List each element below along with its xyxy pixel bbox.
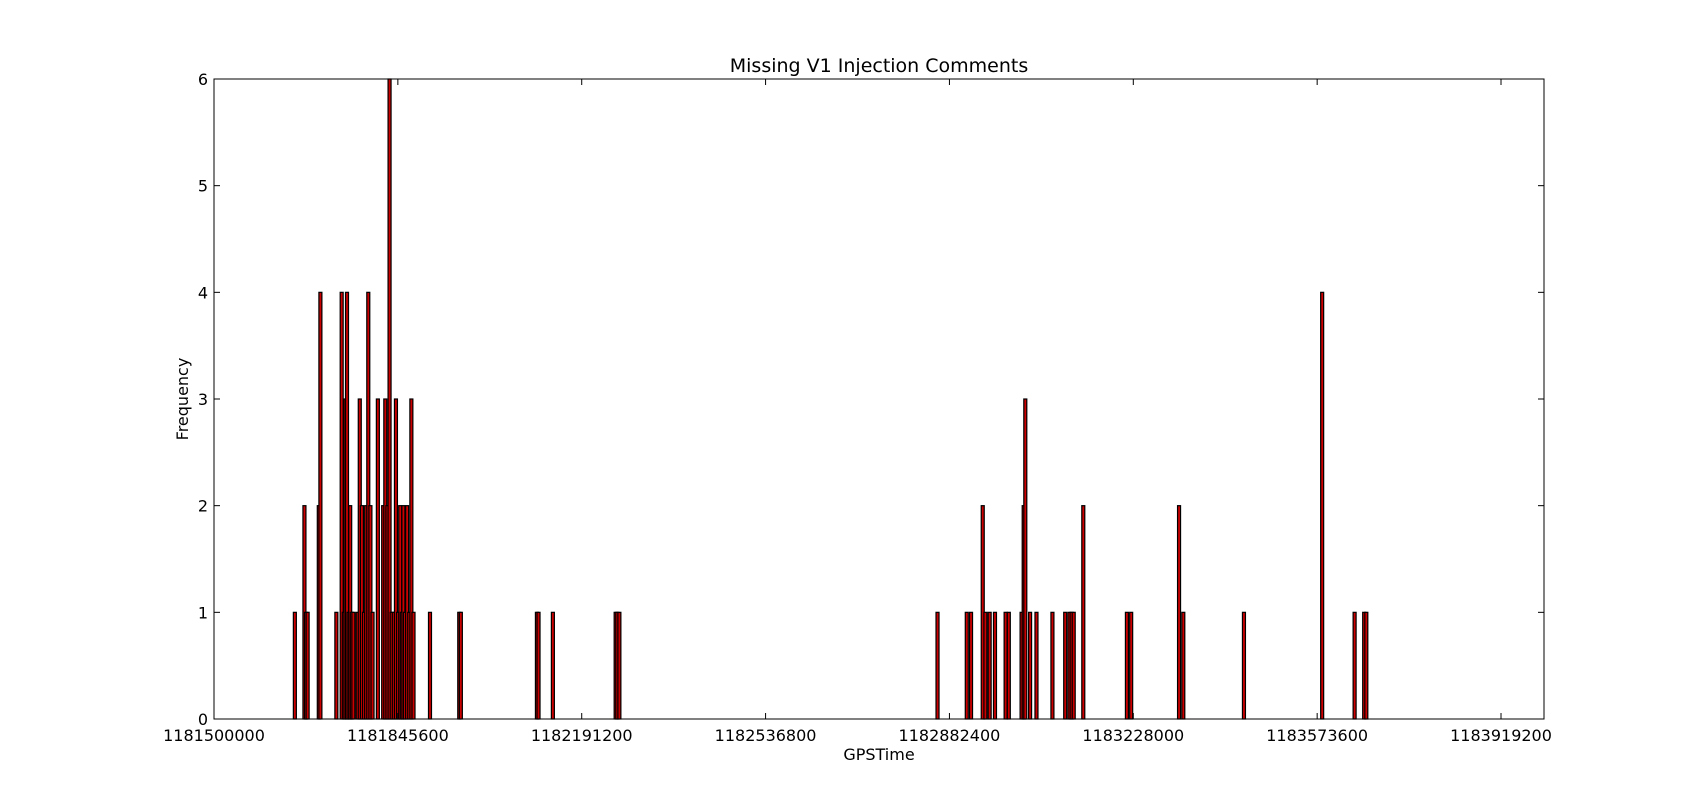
histogram-bar	[617, 611, 622, 720]
histogram-bar	[964, 611, 969, 720]
x-tick-label: 1183228000	[1082, 726, 1184, 745]
x-tick-label: 1182536800	[715, 726, 817, 745]
x-tick-label: 1182882400	[899, 726, 1001, 745]
histogram-bar	[1181, 611, 1186, 720]
histogram-bar	[550, 611, 555, 720]
x-tick-label: 1183573600	[1266, 726, 1368, 745]
histogram-bar	[292, 611, 297, 720]
histogram-bar	[1006, 611, 1011, 720]
x-axis-label: GPSTime	[843, 745, 914, 764]
histogram-bar	[411, 611, 416, 720]
histogram-bar	[935, 611, 940, 720]
plot-frame	[213, 78, 1545, 720]
histogram-bar	[1034, 611, 1039, 720]
y-tick-label: 4	[198, 283, 208, 302]
y-tick-label: 2	[198, 497, 208, 516]
histogram-bar	[1176, 505, 1182, 720]
histogram-bar	[983, 611, 988, 720]
histogram-bar	[427, 611, 433, 720]
histogram-bar	[351, 611, 356, 720]
x-tick-label: 1181500000	[163, 726, 265, 745]
histogram-bar	[992, 611, 998, 720]
y-tick-label: 0	[198, 710, 208, 729]
histogram-bar	[987, 611, 992, 720]
ticks-group: 1181500000 1181845600 1182191200 1182536800…	[163, 70, 1552, 745]
histogram-bar	[1352, 611, 1357, 720]
histogram-bar	[370, 611, 375, 720]
x-tick-label: 1181845600	[347, 726, 449, 745]
histogram-bar	[1081, 505, 1086, 720]
histogram-bar	[1071, 611, 1076, 720]
histogram-bar	[305, 611, 310, 720]
y-tick-label: 1	[198, 603, 208, 622]
chart-title: Missing V1 Injection Comments	[730, 55, 1029, 77]
histogram-bar	[536, 611, 541, 720]
histogram-bar	[1063, 611, 1068, 720]
histogram-bar	[1027, 611, 1033, 720]
histogram-bar	[1003, 611, 1008, 720]
histogram-bar	[968, 611, 974, 720]
histogram-bar	[1050, 611, 1055, 720]
histogram-bar	[458, 611, 463, 720]
x-tick-label: 1183919200	[1450, 726, 1552, 745]
y-tick-label: 5	[198, 177, 208, 196]
x-tick-label: 1182191200	[531, 726, 633, 745]
histogram-bar	[1129, 611, 1134, 720]
histogram-bar	[318, 291, 323, 720]
y-tick-label: 3	[198, 390, 208, 409]
histogram-bar	[1320, 291, 1325, 720]
histogram-bar	[1023, 398, 1028, 720]
histogram-bar	[1364, 611, 1369, 720]
histogram-bar	[1241, 611, 1247, 720]
histogram-bar	[334, 611, 339, 720]
histogram-bar	[1124, 611, 1130, 720]
y-tick-label: 6	[198, 70, 208, 89]
y-axis-label: Frequency	[173, 358, 192, 441]
histogram-bar	[375, 398, 380, 720]
